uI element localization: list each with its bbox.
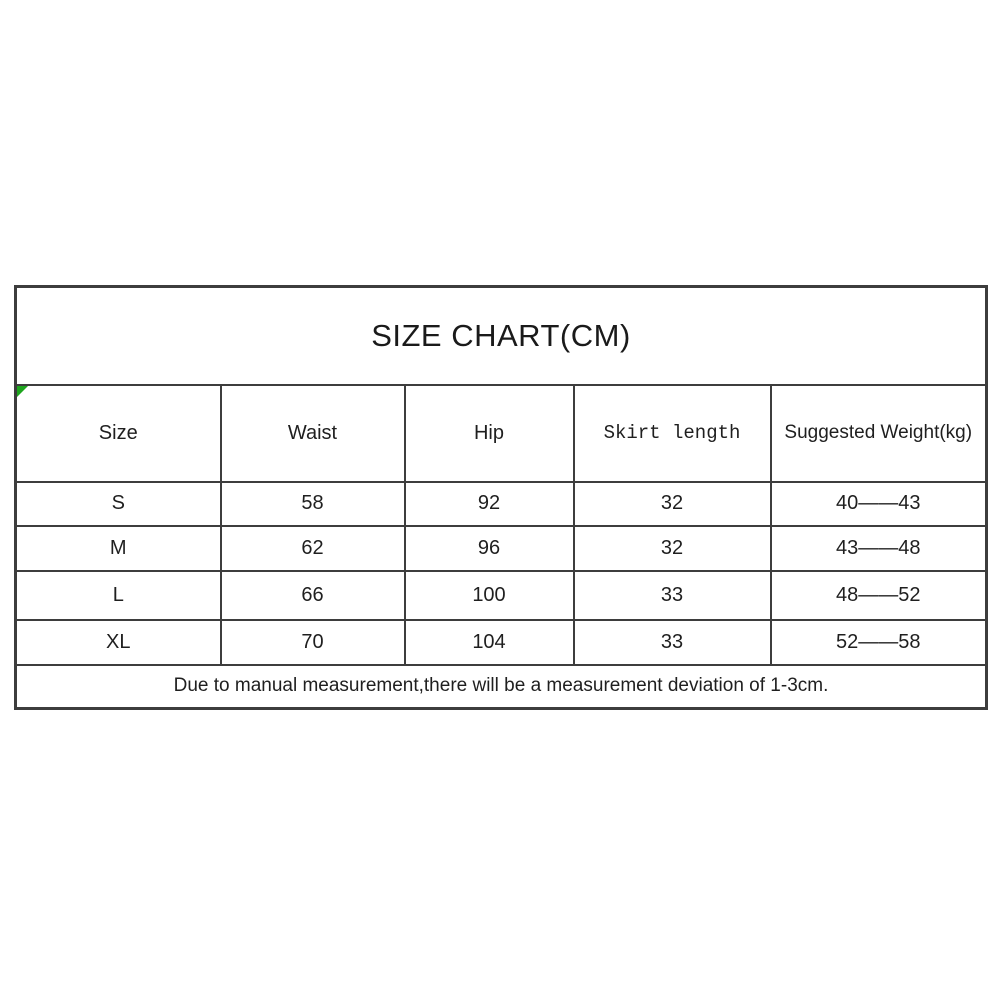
title-row: SIZE CHART(CM) [14, 285, 988, 386]
column-header-waist: Waist [219, 383, 406, 483]
cell-size: L [14, 569, 222, 621]
cell-skirt-length: 32 [572, 524, 772, 572]
cell-suggested-weight: 40——43 [769, 480, 988, 527]
column-header-skirt-length: Skirt length [572, 383, 772, 483]
table-row-l: L 66 100 33 48——52 [14, 569, 988, 621]
header-row: Size Waist Hip Skirt length Suggested We… [14, 383, 988, 483]
size-chart-table: SIZE CHART(CM) Size Waist Hip Skirt leng… [14, 285, 989, 710]
cell-skirt-length: 32 [572, 480, 772, 527]
cell-suggested-weight: 48——52 [769, 569, 988, 621]
cell-suggested-weight: 52——58 [769, 618, 988, 666]
cell-waist: 58 [219, 480, 406, 527]
table-row-s: S 58 92 32 40——43 [14, 480, 988, 527]
chart-title: SIZE CHART(CM) [14, 285, 988, 386]
column-header-hip: Hip [403, 383, 575, 483]
cell-size: S [14, 480, 222, 527]
column-header-size: Size [14, 383, 222, 483]
cell-waist: 66 [219, 569, 406, 621]
corner-marker-icon [17, 386, 28, 397]
column-header-size-label: Size [98, 421, 138, 444]
cell-hip: 96 [403, 524, 575, 572]
cell-suggested-weight: 43——48 [769, 524, 988, 572]
column-header-suggested-weight: Suggested Weight(kg) [769, 383, 988, 483]
table-row-m: M 62 96 32 43——48 [14, 524, 988, 572]
cell-size: XL [14, 618, 222, 666]
cell-hip: 100 [403, 569, 575, 621]
cell-size: M [14, 524, 222, 572]
measurement-deviation-note: Due to manual measurement,there will be … [14, 663, 988, 710]
table-row-xl: XL 70 104 33 52——58 [14, 618, 988, 666]
note-row: Due to manual measurement,there will be … [14, 663, 988, 710]
cell-skirt-length: 33 [572, 569, 772, 621]
cell-skirt-length: 33 [572, 618, 772, 666]
cell-hip: 104 [403, 618, 575, 666]
cell-hip: 92 [403, 480, 575, 527]
cell-waist: 62 [219, 524, 406, 572]
cell-waist: 70 [219, 618, 406, 666]
